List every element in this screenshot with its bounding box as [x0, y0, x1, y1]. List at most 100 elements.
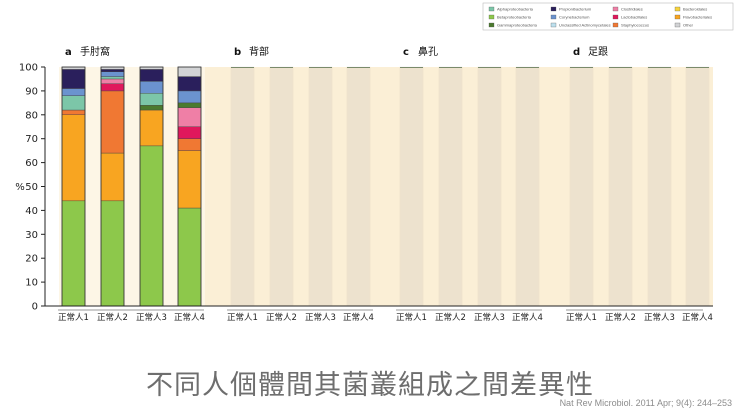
panels-bcd-background: [205, 67, 713, 306]
y-tick-label: 80: [25, 110, 38, 121]
y-tick-label: 0: [32, 302, 38, 313]
bar-segment: [177, 150, 202, 209]
panel-a-title: 手肘窩: [80, 45, 110, 58]
legend-label: Staphylococcus: [621, 23, 649, 28]
bar-segment: [100, 152, 125, 202]
x-tick-label: 正常人4: [174, 312, 205, 323]
panel-d-letter: d: [573, 47, 580, 58]
y-tick-label: 70: [25, 134, 38, 145]
bar-segment: [100, 69, 125, 72]
bar-segment: [685, 66, 710, 307]
bar-segment: [139, 109, 164, 147]
legend-label: Propionibacterium: [559, 7, 592, 12]
bar-segment: [100, 83, 125, 92]
bar-segment: [100, 78, 125, 84]
bar-segment: [569, 66, 594, 307]
bar-d-2: [608, 66, 633, 307]
legend-label: Gammaproteobacteria: [497, 23, 538, 28]
bar-segment: [269, 66, 294, 307]
x-tick-label: 正常人2: [435, 312, 466, 323]
bar-c-2: [438, 66, 463, 307]
figure-caption: 不同人個體間其菌叢組成之間差異性: [146, 370, 594, 401]
bar-c-4: [515, 66, 540, 307]
legend-swatch: [674, 22, 681, 28]
bar-segment: [177, 107, 202, 127]
bar-segment: [177, 90, 202, 104]
legend-label: Bacteroidales: [683, 7, 707, 12]
legend-swatch: [674, 6, 681, 12]
source-citation: Nat Rev Microbiol. 2011 Apr; 9(4): 244–2…: [559, 398, 732, 408]
bar-a-1: [61, 66, 86, 307]
bar-segment: [139, 145, 164, 307]
bar-segment: [230, 66, 255, 307]
legend-swatch: [550, 6, 557, 12]
bar-segment: [177, 102, 202, 108]
x-tick-label: 正常人2: [605, 312, 636, 323]
bar-c-3: [477, 66, 502, 307]
legend-label: Other: [683, 23, 694, 28]
x-tick-label: 正常人1: [396, 312, 427, 323]
legend-swatch: [488, 22, 495, 28]
bar-segment: [100, 71, 125, 77]
panel-a-letter: a: [65, 47, 72, 58]
panel-c-title: 鼻孔: [418, 45, 438, 58]
bar-a-2: [100, 66, 125, 307]
bar-segment: [438, 66, 463, 307]
bar-segment: [608, 66, 633, 307]
x-tick-label: 正常人1: [58, 312, 89, 323]
bar-b-3: [308, 66, 333, 307]
bar-segment: [100, 76, 125, 80]
panel-b-title: 背部: [249, 45, 269, 58]
x-tick-label: 正常人2: [97, 312, 128, 323]
legend-box: [482, 2, 734, 31]
bar-segment: [61, 200, 86, 307]
y-tick-label: 100: [19, 63, 38, 74]
bar-segment: [100, 90, 125, 154]
bar-d-4: [685, 66, 710, 307]
y-tick-label: 40: [25, 206, 38, 217]
bar-segment: [177, 207, 202, 307]
bar-segment: [177, 138, 202, 151]
x-tick-label: 正常人3: [644, 312, 675, 323]
bar-segment: [477, 66, 502, 307]
bar-segment: [139, 105, 164, 111]
chart-bars: [61, 66, 710, 307]
bar-segment: [139, 69, 164, 82]
bar-segment: [100, 200, 125, 307]
bar-segment: [177, 66, 202, 77]
y-tick-label: 20: [25, 254, 38, 265]
y-tick-label: 10: [25, 278, 38, 289]
x-tick-label: 正常人3: [305, 312, 336, 323]
bar-c-1: [399, 66, 424, 307]
x-tick-label: 正常人4: [512, 312, 543, 323]
bar-segment: [177, 76, 202, 92]
bar-segment: [139, 93, 164, 106]
legend-swatch: [488, 6, 495, 12]
y-axis-label: %: [15, 182, 25, 193]
bar-segment: [177, 126, 202, 139]
bar-b-4: [346, 66, 371, 307]
legend-swatch: [550, 14, 557, 20]
bar-segment: [61, 109, 86, 115]
bar-segment: [308, 66, 333, 307]
legend-swatch: [612, 14, 619, 20]
chart-axes: 0 10 20 30 40 50 60 70 80 90 100%: [15, 63, 713, 313]
legend-label: Corynebacterium: [559, 15, 590, 20]
legend-swatch: [488, 14, 495, 20]
x-tick-label: 正常人4: [343, 312, 374, 323]
y-tick-label: 50: [25, 182, 38, 193]
bar-segment: [515, 66, 540, 307]
legend-swatch: [612, 22, 619, 28]
chart-legend: Alphaproteobacteria Propionibacterium Clos…: [482, 2, 734, 31]
bar-b-2: [269, 66, 294, 307]
legend-label: Lactobacillales: [621, 15, 647, 20]
bar-segment: [61, 95, 86, 111]
bar-d-3: [647, 66, 672, 307]
bar-segment: [346, 66, 371, 307]
bar-d-1: [569, 66, 594, 307]
legend-label: Alphaproteobacteria: [497, 7, 534, 12]
legend-label: Unclassified Actinomycetales: [559, 23, 611, 28]
bar-segment: [139, 81, 164, 94]
